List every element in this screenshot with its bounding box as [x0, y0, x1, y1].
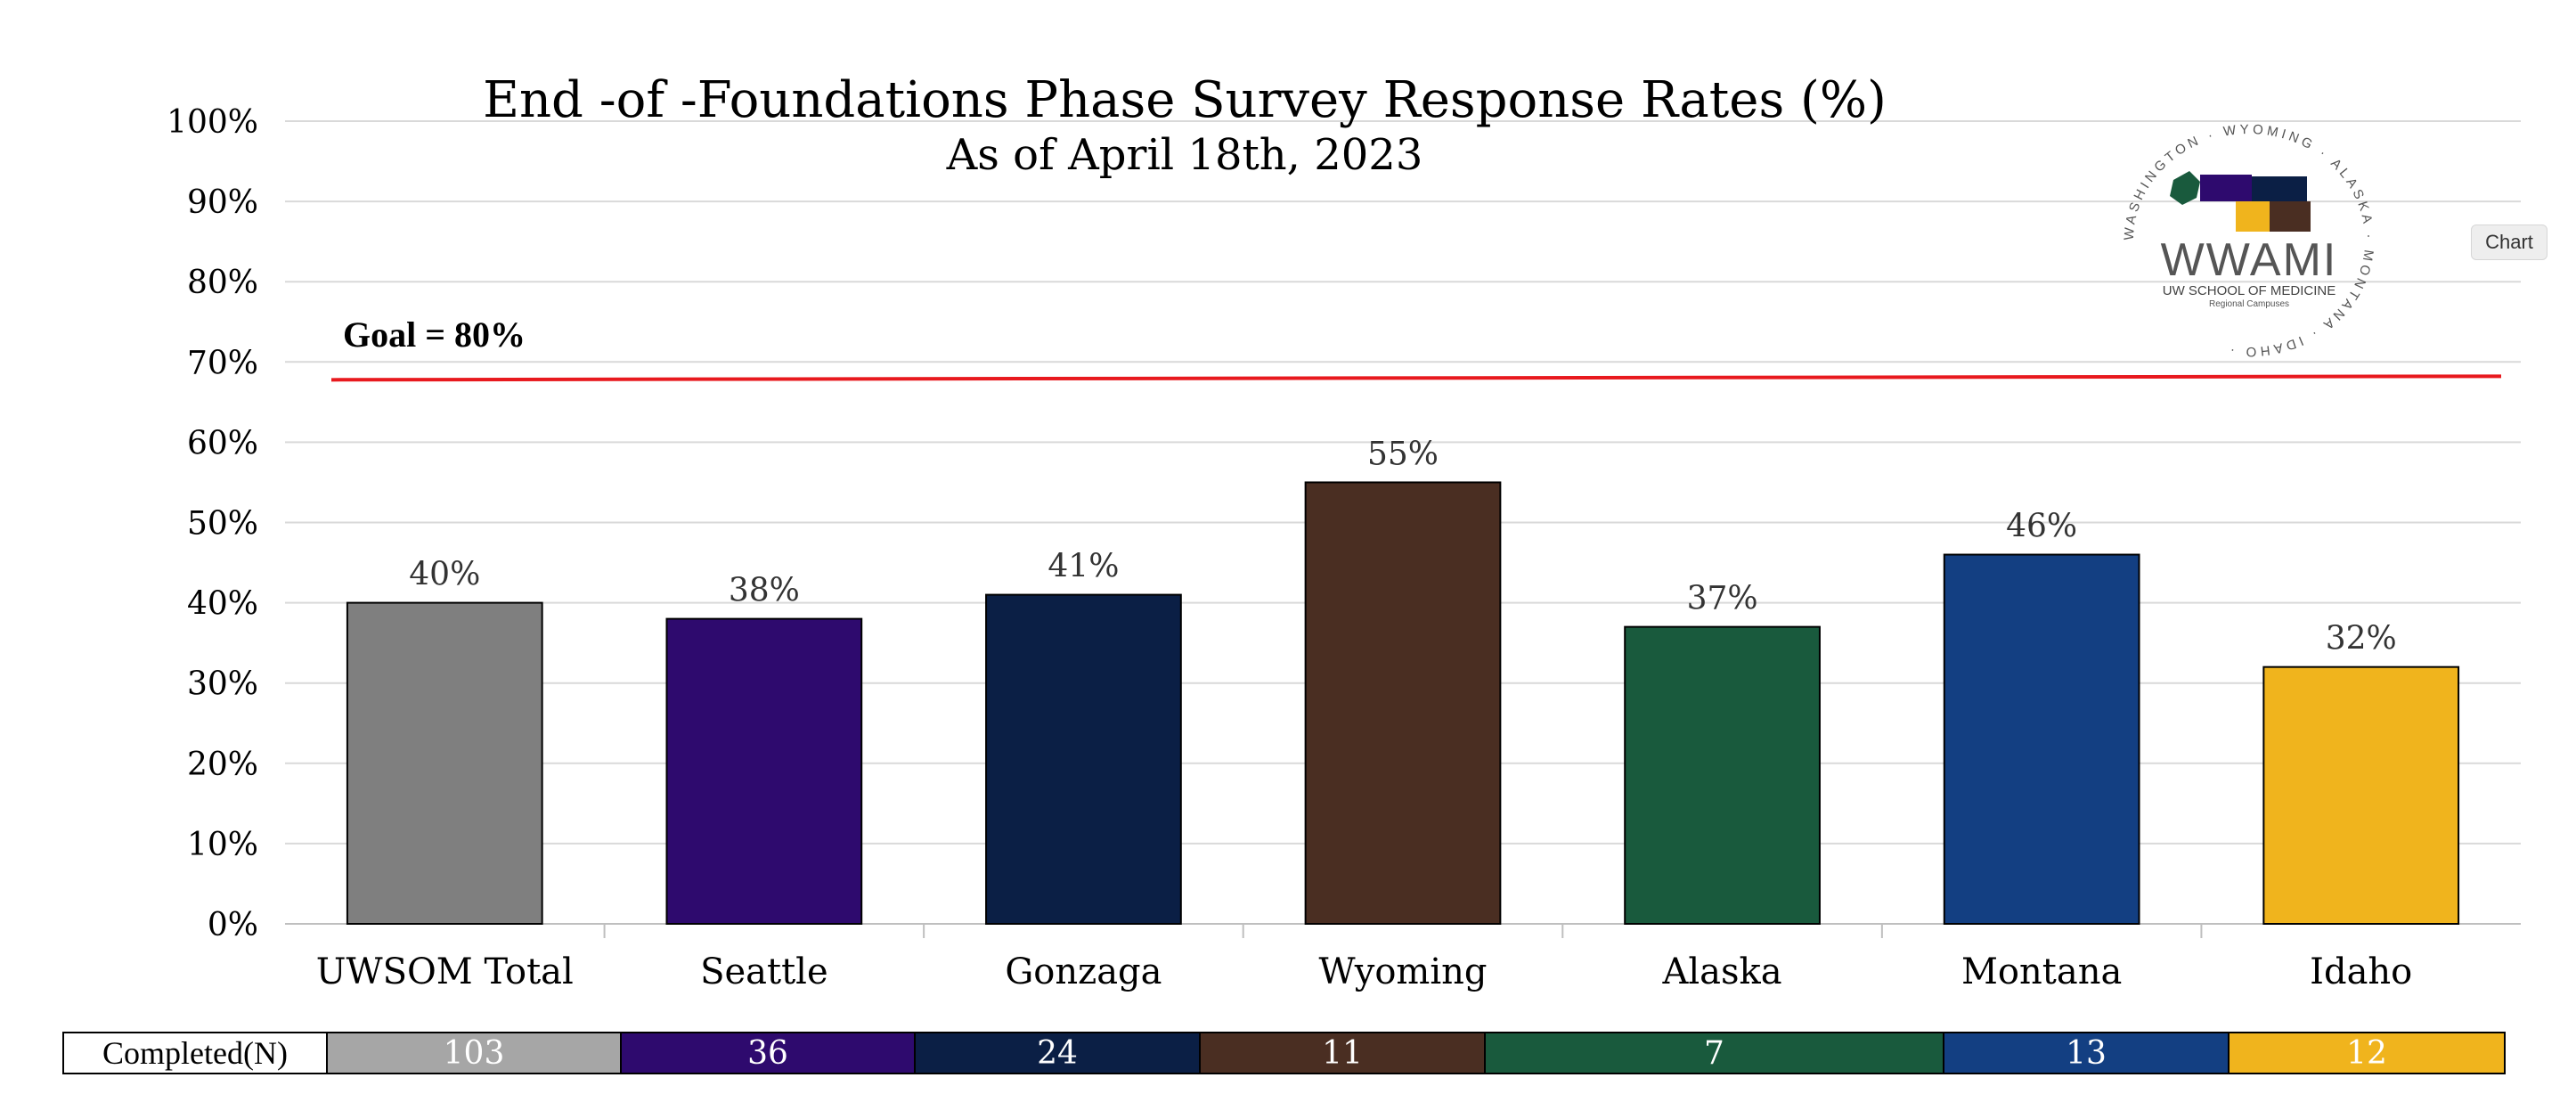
completed-cell: 36 [622, 1033, 916, 1073]
x-tick-label: Seattle [700, 951, 828, 992]
bar [1304, 481, 1502, 925]
x-tick-label: UWSOM Total [316, 951, 574, 992]
completed-cell: 13 [1944, 1033, 2230, 1073]
y-tick-label: 70% [187, 345, 258, 381]
y-tick-label: 40% [187, 586, 258, 623]
wwami-logo: WASHINGTON · WYOMING · ALASKA · MONTANA … [2111, 116, 2387, 365]
wwami-emblem-icon: WASHINGTON · WYOMING · ALASKA · MONTANA … [2122, 122, 2373, 359]
bar [985, 593, 1182, 926]
x-tick-label: Montana [1961, 951, 2122, 992]
x-tick-label: Idaho [2310, 951, 2412, 992]
bar [346, 601, 543, 925]
bar [1943, 553, 2140, 925]
completed-label: Completed(N) [64, 1033, 328, 1073]
bar [1624, 625, 1821, 925]
y-tick-label: 90% [187, 184, 258, 221]
logo-sub-text: Regional Campuses [2208, 299, 2290, 309]
completed-cell: 24 [916, 1033, 1201, 1073]
x-tick-label: Alaska [1662, 951, 1782, 992]
completed-cell: 7 [1486, 1033, 1944, 1073]
data-label: 55% [1367, 436, 1439, 472]
bar [2262, 665, 2460, 925]
logo-school-text: UW SCHOOL OF MEDICINE [2162, 283, 2336, 298]
y-tick-label: 30% [187, 666, 258, 703]
logo-wwami-text: WWAMI [2160, 234, 2338, 286]
completed-cell: 11 [1201, 1033, 1486, 1073]
data-label: 37% [1687, 581, 1758, 617]
x-tick-label: Gonzaga [1005, 951, 1162, 992]
data-label: 46% [2006, 509, 2077, 545]
y-tick-label: 50% [187, 506, 258, 543]
chart-button[interactable]: Chart [2471, 225, 2547, 260]
y-tick-label: 60% [187, 425, 258, 461]
y-tick-label: 10% [187, 827, 258, 863]
data-label: 32% [2326, 621, 2397, 657]
y-tick-label: 0% [208, 907, 258, 943]
completed-table: Completed(N) 103 36 24 11 7 13 12 [62, 1032, 2506, 1074]
completed-cell: 12 [2230, 1033, 2504, 1073]
data-label: 41% [1048, 549, 1119, 585]
data-label: 40% [409, 557, 480, 593]
goal-label: Goal = 80% [343, 314, 526, 355]
chart-title: End -of -Foundations Phase Survey Respon… [483, 71, 1887, 129]
chart-subtitle: As of April 18th, 2023 [946, 130, 1423, 180]
x-tick-label: Wyoming [1318, 951, 1487, 992]
completed-cell: 103 [328, 1033, 622, 1073]
y-tick-label: 80% [187, 265, 258, 301]
data-label: 38% [729, 573, 800, 609]
y-tick-label: 20% [187, 747, 258, 783]
bar [665, 617, 863, 925]
y-tick-label: 100% [167, 104, 258, 141]
goal-line [330, 374, 2502, 382]
